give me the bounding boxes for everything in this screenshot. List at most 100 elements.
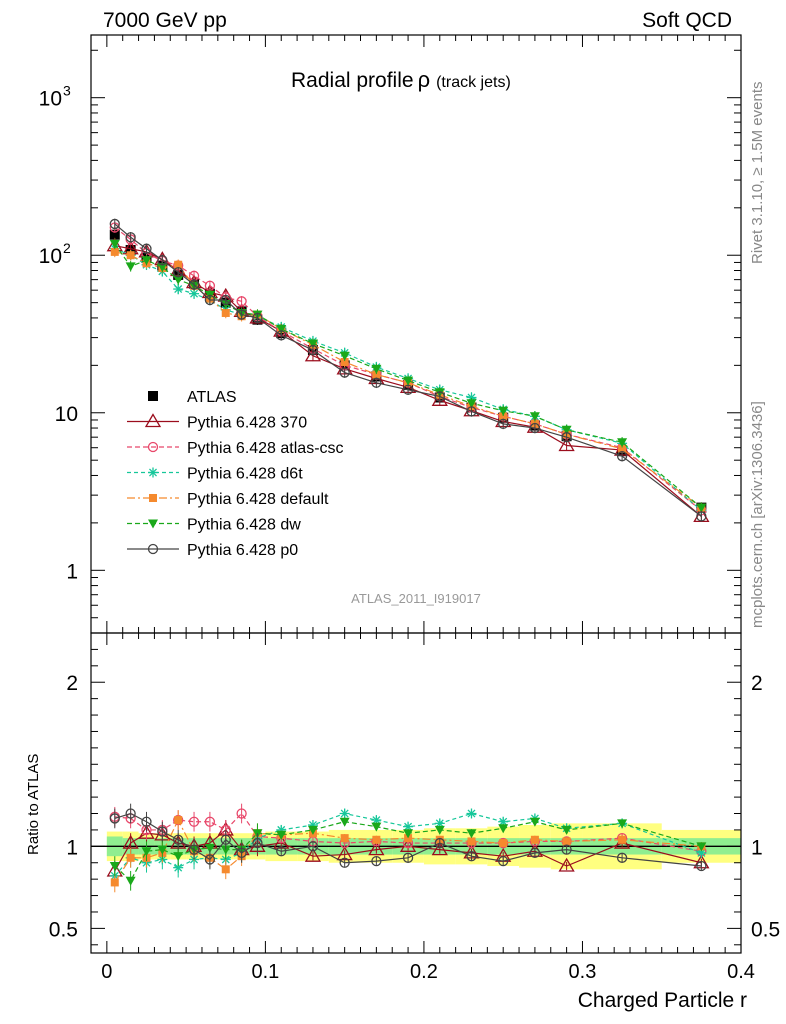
data-point [371,364,382,374]
ratio-point [529,817,540,827]
ratio-point [221,865,230,874]
ratio-point [173,852,184,862]
legend-label: ATLAS [187,389,237,406]
title-main: Radial profile [291,69,414,92]
legend-item-pythia-6-428-dw: Pythia 6.428 dw [127,517,301,534]
ratio-series-pythia-6-428-p0 [109,803,707,872]
ratio-point [372,835,381,844]
data-point [498,406,509,416]
series-line [114,223,702,517]
data-point [204,294,216,306]
data-point [529,422,541,434]
data-point [696,503,707,513]
ratio-y-tick-label: 1 [66,836,78,859]
data-point [339,351,350,361]
ratio-point [276,846,287,857]
data-point [618,444,627,453]
ratio-point [276,830,287,840]
data-point [466,399,477,409]
ratio-point [368,841,385,856]
ratio-point [466,808,477,819]
data-point [109,229,120,240]
ratio-point [173,834,184,845]
ratio-point [371,855,382,867]
y-tick-label: 10 [39,88,62,111]
data-point [188,279,200,290]
x-tick-label: 0.1 [251,961,279,983]
data-point [173,267,184,278]
ratio-point [157,826,168,837]
data-point [141,243,152,254]
legend-label: Pythia 6.428 atlas-csc [187,440,344,457]
data-point [372,370,381,379]
ratio-point [188,844,200,855]
series-pythia-6-428-p0 [109,218,707,522]
ratio-point [466,851,477,862]
ratio-point [616,852,628,863]
series-line [114,243,702,509]
side-text-top: Rivet 3.1.10, ≥ 1.5M events [749,82,766,265]
ratio-line [114,812,702,877]
ratio-point [304,847,322,862]
ratio-line [114,821,702,882]
ratio-point [174,816,183,825]
ratio-y-tick-label-right: 1 [751,836,763,859]
data-point [141,256,152,266]
ratio-point [403,829,414,839]
ratio-y-tick-label: 2 [66,672,78,695]
legend-marker [148,467,158,478]
legend-item-pythia-6-428-370: Pythia 6.428 370 [127,413,307,432]
ratio-point [434,837,445,849]
ratio-point [561,825,572,835]
x-tick-label: 0 [101,961,112,983]
data-point [617,438,628,448]
title-symbol: ρ [418,67,431,92]
series-line [114,251,702,509]
data-point [174,260,183,269]
data-point [498,418,509,430]
ratio-point [561,844,572,855]
ratio-point [617,819,628,829]
ratio-point [236,847,247,859]
series-line [114,227,702,511]
ratio-point [339,857,350,868]
ratio-point [498,816,509,827]
data-point [157,255,168,266]
side-text-bottom: mcplots.cern.ch [arXiv:1306.3436] [749,401,766,628]
legend-label: Pythia 6.428 d6t [187,466,303,483]
data-point [173,284,184,295]
y-tick-label: 10 [39,245,62,268]
ratio-point [110,878,119,887]
data-point [276,325,287,335]
data-point [466,406,477,417]
ratio-point [434,825,445,835]
ratio-point [466,829,477,839]
data-point [307,344,319,356]
data-point [434,391,445,402]
ratio-y-label: Ratio to ATLAS [25,754,42,855]
title-sub: (track jets) [436,74,511,91]
data-point [236,309,247,320]
data-point [304,347,322,362]
ratio-point [498,855,509,867]
header-right: Soft QCD [642,9,732,32]
legend-marker [147,441,159,453]
legend-marker [144,413,162,428]
legend-label: Pythia 6.428 370 [187,415,307,432]
data-point [220,294,231,306]
data-point [110,247,119,256]
x-tick-label: 0.3 [569,961,597,983]
ratio-point [109,862,120,872]
ratio-point [252,837,263,849]
data-point [221,308,230,317]
ratio-point [188,816,200,827]
ratio-y-tick-label: 0.5 [49,918,78,941]
legend-marker [149,494,157,502]
legend-marker [148,519,158,529]
data-point [276,330,287,341]
ratio-point [499,839,508,848]
header-left: 7000 GeV pp [103,9,227,32]
data-point [125,232,136,243]
ratio-line [114,818,702,883]
